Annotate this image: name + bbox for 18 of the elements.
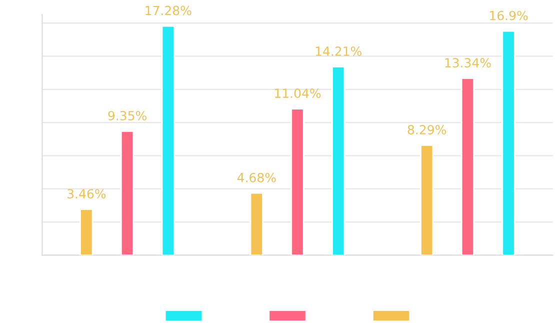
data-label: 4.68% [237,172,276,182]
bar [250,192,264,256]
bar [290,108,304,256]
data-label: 8.29% [408,125,446,134]
bar [332,66,346,256]
data-label: 11.04% [275,88,321,98]
bar [420,144,434,256]
data-label: 3.46% [68,189,106,199]
data-label: 17.28% [146,6,192,16]
bar [502,30,516,256]
bar [460,78,474,256]
data-label: 14.21% [316,46,362,56]
data-label: 9.35% [108,110,146,120]
bar [120,130,134,256]
bar [161,25,175,256]
data-label: 16.9% [490,10,528,20]
data-label: 13.34% [445,58,491,68]
bar [80,208,94,256]
